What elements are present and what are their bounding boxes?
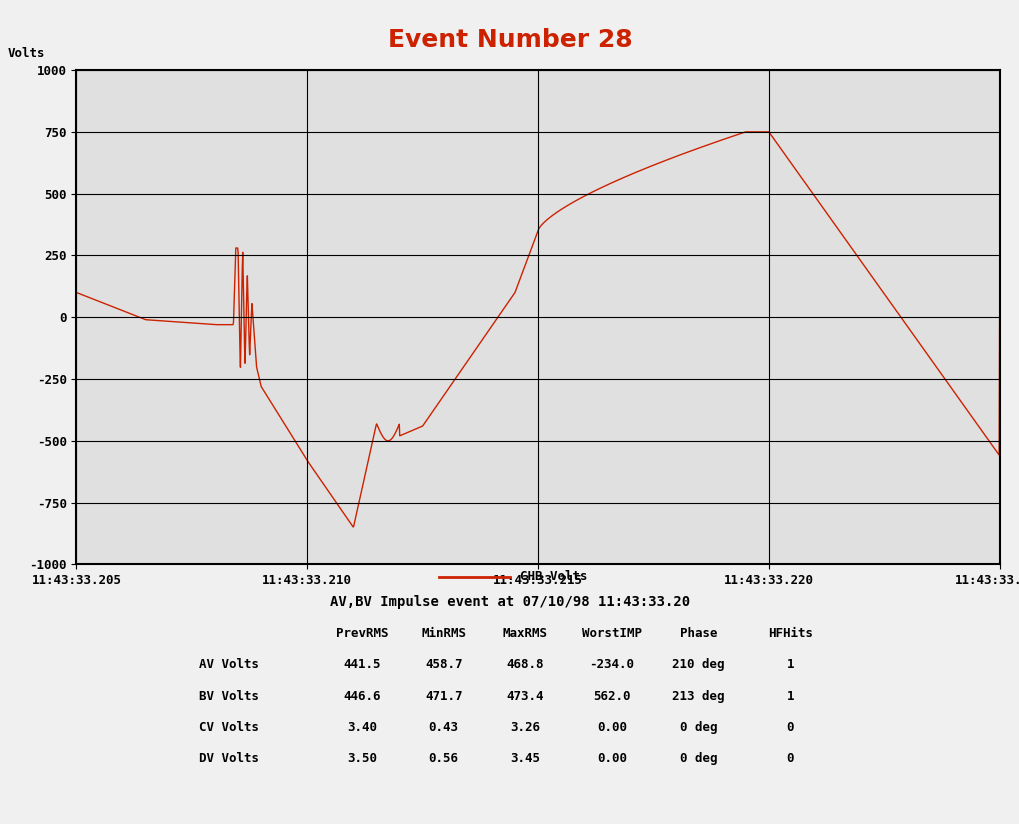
Text: MinRMS: MinRMS [421,627,466,640]
Text: DV Volts: DV Volts [199,752,259,765]
Text: -234.0: -234.0 [589,658,634,672]
Text: 0: 0 [786,721,794,734]
Text: 0: 0 [786,752,794,765]
Text: MaxRMS: MaxRMS [502,627,547,640]
Text: 3.45: 3.45 [510,752,540,765]
Text: 471.7: 471.7 [425,690,462,703]
Text: 3.40: 3.40 [346,721,377,734]
Text: 0 deg: 0 deg [680,752,716,765]
Text: Volts: Volts [7,47,45,60]
Text: 0.00: 0.00 [596,721,627,734]
Text: 3.26: 3.26 [510,721,540,734]
Text: AV,BV Impulse event at 07/10/98 11:43:33.20: AV,BV Impulse event at 07/10/98 11:43:33… [329,595,690,609]
Text: 0 deg: 0 deg [680,721,716,734]
Text: 3.50: 3.50 [346,752,377,765]
Text: BV Volts: BV Volts [199,690,259,703]
Text: 0.56: 0.56 [428,752,459,765]
Text: 213 deg: 213 deg [672,690,725,703]
Text: 0.00: 0.00 [596,752,627,765]
Text: 458.7: 458.7 [425,658,462,672]
Text: 1: 1 [786,658,794,672]
Text: WorstIMP: WorstIMP [582,627,641,640]
Text: 441.5: 441.5 [343,658,380,672]
Text: CHB Volts: CHB Volts [520,570,587,583]
Text: 446.6: 446.6 [343,690,380,703]
Text: Phase: Phase [680,627,716,640]
Text: 210 deg: 210 deg [672,658,725,672]
Text: Event Number 28: Event Number 28 [387,27,632,52]
Text: AV Volts: AV Volts [199,658,259,672]
Text: 0.43: 0.43 [428,721,459,734]
Text: HFHits: HFHits [767,627,812,640]
Text: PrevRMS: PrevRMS [335,627,388,640]
Text: CV Volts: CV Volts [199,721,259,734]
Text: 562.0: 562.0 [593,690,630,703]
Text: 473.4: 473.4 [506,690,543,703]
Text: 1: 1 [786,690,794,703]
Text: 468.8: 468.8 [506,658,543,672]
